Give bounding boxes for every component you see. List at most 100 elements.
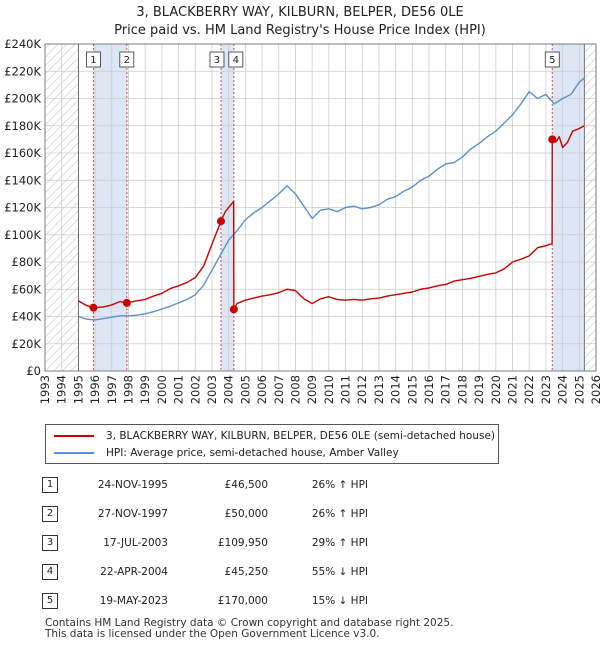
table-row: 3 17-JUL-2003 £109,950 29% ↑ HPI: [40, 528, 368, 557]
sale-number-box: 3: [42, 534, 58, 551]
x-tick-label: 2022: [522, 375, 536, 404]
table-row: 2 27-NOV-1997 £50,000 26% ↑ HPI: [40, 499, 368, 528]
x-tick-label: 1993: [38, 375, 52, 404]
x-tick-label: 2007: [272, 375, 286, 404]
sale-point: [89, 303, 98, 312]
property-price-line: [78, 125, 585, 311]
x-tick-label: 1994: [55, 375, 69, 404]
sale-point: [229, 305, 238, 314]
sale-number-badge: [228, 51, 244, 68]
legend-label-hpi: HPI: Average price, semi-detached house,…: [106, 447, 399, 459]
x-tick-label: 1999: [138, 375, 152, 404]
sale-hpi-diff: 29% ↑ HPI: [311, 536, 368, 549]
sale-point: [548, 135, 557, 144]
sale-number-box: 1: [42, 476, 58, 493]
y-tick-label: £240K: [4, 37, 41, 51]
legend: 3, BLACKBERRY WAY, KILBURN, BELPER, DE56…: [45, 424, 499, 464]
x-tick-label: 1997: [105, 375, 119, 404]
sale-number-badge: [209, 51, 225, 68]
sale-number-badge: [119, 51, 135, 68]
sale-date: 22-APR-2004: [100, 565, 168, 578]
sale-number-badge-label: 1: [90, 55, 96, 66]
sale-date: 17-JUL-2003: [103, 536, 168, 549]
sale-date: 24-NOV-1995: [97, 478, 168, 491]
sale-number-badge-label: 4: [233, 55, 239, 66]
legend-swatch-hpi: [54, 452, 94, 454]
x-tick-label: 2011: [339, 375, 353, 404]
sale-price: £50,000: [224, 507, 268, 520]
sale-number-box: 4: [42, 563, 58, 580]
x-tick-label: 2001: [172, 375, 186, 404]
table-row: 1 24-NOV-1995 £46,500 26% ↑ HPI: [40, 470, 368, 499]
sale-number-badge: [86, 51, 101, 68]
y-tick-label: £180K: [4, 119, 41, 133]
sale-hpi-diff: 26% ↑ HPI: [311, 507, 368, 520]
x-tick-label: 2003: [205, 375, 219, 404]
x-tick-label: 2018: [455, 375, 469, 404]
sale-hpi-diff: 15% ↓ HPI: [311, 594, 368, 607]
sale-point: [216, 217, 225, 226]
x-tick-label: 2020: [489, 375, 503, 404]
x-tick-label: 2002: [188, 375, 202, 404]
y-tick-label: £0: [26, 364, 41, 378]
x-tick-label: 2025: [572, 375, 586, 404]
footer: Contains HM Land Registry data © Crown c…: [45, 618, 453, 640]
x-tick-label: 2012: [355, 375, 369, 404]
y-tick-label: £140K: [4, 173, 41, 187]
y-tick-label: £60K: [12, 282, 42, 296]
y-tick-label: £20K: [12, 337, 42, 351]
x-tick-label: 2026: [589, 375, 600, 404]
sale-number-badge: [544, 51, 560, 68]
x-tick-label: 2010: [322, 375, 336, 404]
chart-title-block: 3, BLACKBERRY WAY, KILBURN, BELPER, DE56…: [0, 4, 600, 40]
sale-point: [122, 298, 131, 307]
x-tick-label: 2015: [405, 375, 419, 404]
sale-number-badge-label: 5: [549, 55, 555, 66]
price-chart: 1 2 3 4 5 £0 £20K £40K £60K £80K £100K £120K £140K £…: [4, 37, 600, 404]
x-tick-label: 2021: [506, 375, 520, 404]
sale-number-box: 2: [42, 505, 58, 522]
x-tick-label: 1998: [121, 375, 135, 404]
y-tick-label: £40K: [12, 310, 42, 324]
y-tick-label: £160K: [4, 146, 41, 160]
x-tick-label: 2019: [472, 375, 486, 404]
y-tick-label: £220K: [4, 64, 41, 78]
x-tick-label: 2004: [222, 375, 236, 404]
sale-price: £109,950: [217, 536, 268, 549]
y-tick-label: £200K: [4, 92, 41, 106]
x-tick-label: 2024: [556, 375, 570, 404]
x-tick-label: 1996: [88, 375, 102, 404]
x-tick-label: 2014: [389, 375, 403, 404]
sale-price: £170,000: [217, 594, 268, 607]
x-tick-label: 2006: [255, 375, 269, 404]
sale-number-box: 5: [42, 592, 58, 609]
sale-date: 27-NOV-1997: [97, 507, 168, 520]
plot-frame: [44, 43, 597, 372]
table-row: 4 22-APR-2004 £45,250 55% ↓ HPI: [40, 557, 368, 586]
x-tick-label: 2013: [372, 375, 386, 404]
sale-number-badge-label: 2: [124, 55, 130, 66]
legend-swatch-property: [54, 435, 94, 437]
sale-hpi-diff: 26% ↑ HPI: [311, 478, 368, 491]
x-tick-label: 2008: [288, 375, 302, 404]
sales-table: 1 24-NOV-1995 £46,500 26% ↑ HPI 2 27-NOV…: [40, 470, 368, 615]
y-tick-label: £100K: [4, 228, 41, 242]
x-tick-label: 2023: [539, 375, 553, 404]
x-tick-label: 2017: [439, 375, 453, 404]
sale-hpi-diff: 55% ↓ HPI: [311, 565, 368, 578]
sale-price: £46,500: [224, 478, 268, 491]
sale-date: 19-MAY-2023: [99, 594, 168, 607]
sale-price: £45,250: [224, 565, 268, 578]
chart-subtitle: Price paid vs. HM Land Registry's House …: [114, 23, 486, 38]
x-tick-label: 1995: [71, 375, 85, 404]
x-tick-label: 2009: [305, 375, 319, 404]
x-tick-label: 2000: [155, 375, 169, 404]
x-tick-label: 2005: [238, 375, 252, 404]
chart-title: 3, BLACKBERRY WAY, KILBURN, BELPER, DE56…: [136, 5, 464, 20]
x-tick-label: 2016: [422, 375, 436, 404]
y-tick-label: £120K: [4, 201, 41, 215]
y-tick-label: £80K: [12, 255, 42, 269]
legend-label-property: 3, BLACKBERRY WAY, KILBURN, BELPER, DE56…: [106, 430, 496, 442]
footer-license: This data is licensed under the Open Gov…: [45, 628, 380, 640]
hpi-line: [78, 77, 585, 321]
